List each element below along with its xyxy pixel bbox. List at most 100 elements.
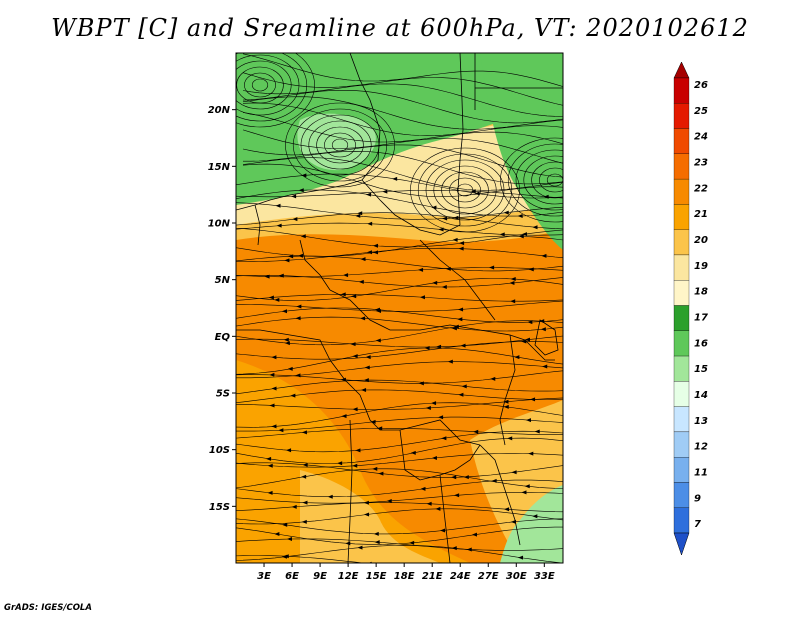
colorbar-band <box>673 431 690 458</box>
streamline <box>236 189 563 217</box>
streamline-arrow <box>431 205 437 210</box>
streamline-arrow <box>271 355 277 360</box>
streamline-arrow <box>514 355 520 360</box>
streamline-arrow <box>298 188 304 193</box>
streamline-arrow <box>458 392 464 397</box>
colorbar: 26 25 24 23 22 21 20 19 18 17 16 15 14 13 12 11 9 7 <box>673 61 708 556</box>
streamline-arrow <box>522 565 527 569</box>
streamline-arrow <box>355 448 361 453</box>
colorbar-label: 24 <box>694 132 708 143</box>
streamline-arrow <box>343 273 349 278</box>
streamline-arrow <box>283 554 289 559</box>
streamline <box>236 508 563 525</box>
streamline-arrow <box>274 532 280 537</box>
streamline-arrow <box>287 366 293 371</box>
streamline <box>243 150 563 185</box>
latitude-axis: 20N 15N 10N 5N EQ 5S 10S 15S <box>208 105 236 513</box>
streamline-arrow <box>392 176 398 181</box>
streamline-arrow <box>517 213 523 218</box>
streamline-arrow <box>452 237 458 242</box>
lat-tick-label: 20N <box>208 105 231 116</box>
streamline-eddy <box>515 149 563 211</box>
streamline-eddy <box>236 54 300 116</box>
streamline-arrow <box>373 531 379 536</box>
lon-tick-label: 6E <box>285 571 299 582</box>
streamline-arrow <box>521 232 527 237</box>
streamline-arrow <box>367 221 373 226</box>
streamline-arrow <box>532 225 538 230</box>
streamline-arrow <box>418 267 424 272</box>
streamline-arrow <box>458 246 464 251</box>
streamline-arrow <box>507 436 513 441</box>
lon-tick-label: 21E <box>422 571 443 582</box>
streamline <box>236 316 563 332</box>
lon-tick-label: 30E <box>506 571 527 582</box>
streamline-arrow <box>377 426 383 431</box>
streamline-arrow <box>360 257 366 262</box>
streamline-arrow <box>372 466 378 471</box>
streamline-arrow <box>267 463 273 468</box>
streamline-arrow <box>442 216 448 221</box>
streamline-eddy <box>251 78 269 92</box>
colorbar-band <box>673 178 690 205</box>
streamline-arrow <box>300 234 306 239</box>
streamline <box>236 189 563 199</box>
streamline-arrow <box>291 194 297 199</box>
streamline-arrow <box>489 265 495 270</box>
colorbar-band <box>673 77 690 104</box>
streamline-eddy <box>324 132 356 158</box>
colorbar-band <box>673 381 690 407</box>
streamline-eddy <box>410 147 520 233</box>
streamline <box>242 163 563 198</box>
streamline-arrow <box>510 519 516 524</box>
streamline <box>242 102 563 137</box>
streamline-arrow <box>521 490 527 495</box>
lon-tick-label: 12E <box>338 571 359 582</box>
streamline-arrow <box>355 213 361 218</box>
streamline-arrow <box>360 316 366 321</box>
streamline-eddy <box>308 120 372 170</box>
lat-tick-label: 15N <box>208 162 231 173</box>
streamline-eddy <box>236 53 308 122</box>
footer-credit: GrADS: IGES/COLA <box>4 603 92 613</box>
streamline-arrow <box>364 365 370 370</box>
streamline-arrow <box>503 210 509 215</box>
streamline-arrow <box>453 324 459 329</box>
streamlines <box>236 53 563 569</box>
streamline-arrow <box>302 500 308 505</box>
map-frame <box>235 52 564 564</box>
streamline <box>236 307 563 323</box>
streamline <box>236 212 563 230</box>
streamline-eddy <box>500 137 563 223</box>
streamline-arrow <box>286 448 292 453</box>
field-north-lightgreen <box>297 113 376 171</box>
border-line <box>329 289 526 341</box>
streamline-arrow <box>284 258 290 263</box>
lat-tick-label: 5S <box>216 389 230 400</box>
border-line <box>419 239 496 321</box>
streamline <box>236 370 563 384</box>
colorbar-label: 14 <box>694 390 708 401</box>
border-line <box>457 53 464 226</box>
chart-title: WBPT [C] and Sreamline at 600hPa, VT: 20… <box>51 14 749 42</box>
streamline-arrow <box>540 327 546 332</box>
streamline-arrow <box>296 304 302 309</box>
streamline-arrow <box>278 428 284 433</box>
streamline-arrow <box>366 192 372 197</box>
streamline <box>236 227 563 248</box>
streamline-arrow <box>327 494 333 499</box>
streamline <box>236 222 563 236</box>
streamline <box>242 112 563 145</box>
streamline-arrow <box>288 254 294 259</box>
streamline-arrow <box>366 250 372 255</box>
streamline-arrow <box>357 211 363 216</box>
streamline-arrow <box>337 461 343 466</box>
colorbar-label: 16 <box>694 338 708 349</box>
streamline-arrow <box>372 243 378 248</box>
streamline <box>242 96 563 130</box>
streamline-arrow <box>267 490 273 495</box>
lat-tick-label: 10S <box>209 445 230 456</box>
border-line <box>299 239 331 291</box>
streamline-arrow <box>542 364 548 369</box>
streamline-arrow <box>291 504 297 509</box>
